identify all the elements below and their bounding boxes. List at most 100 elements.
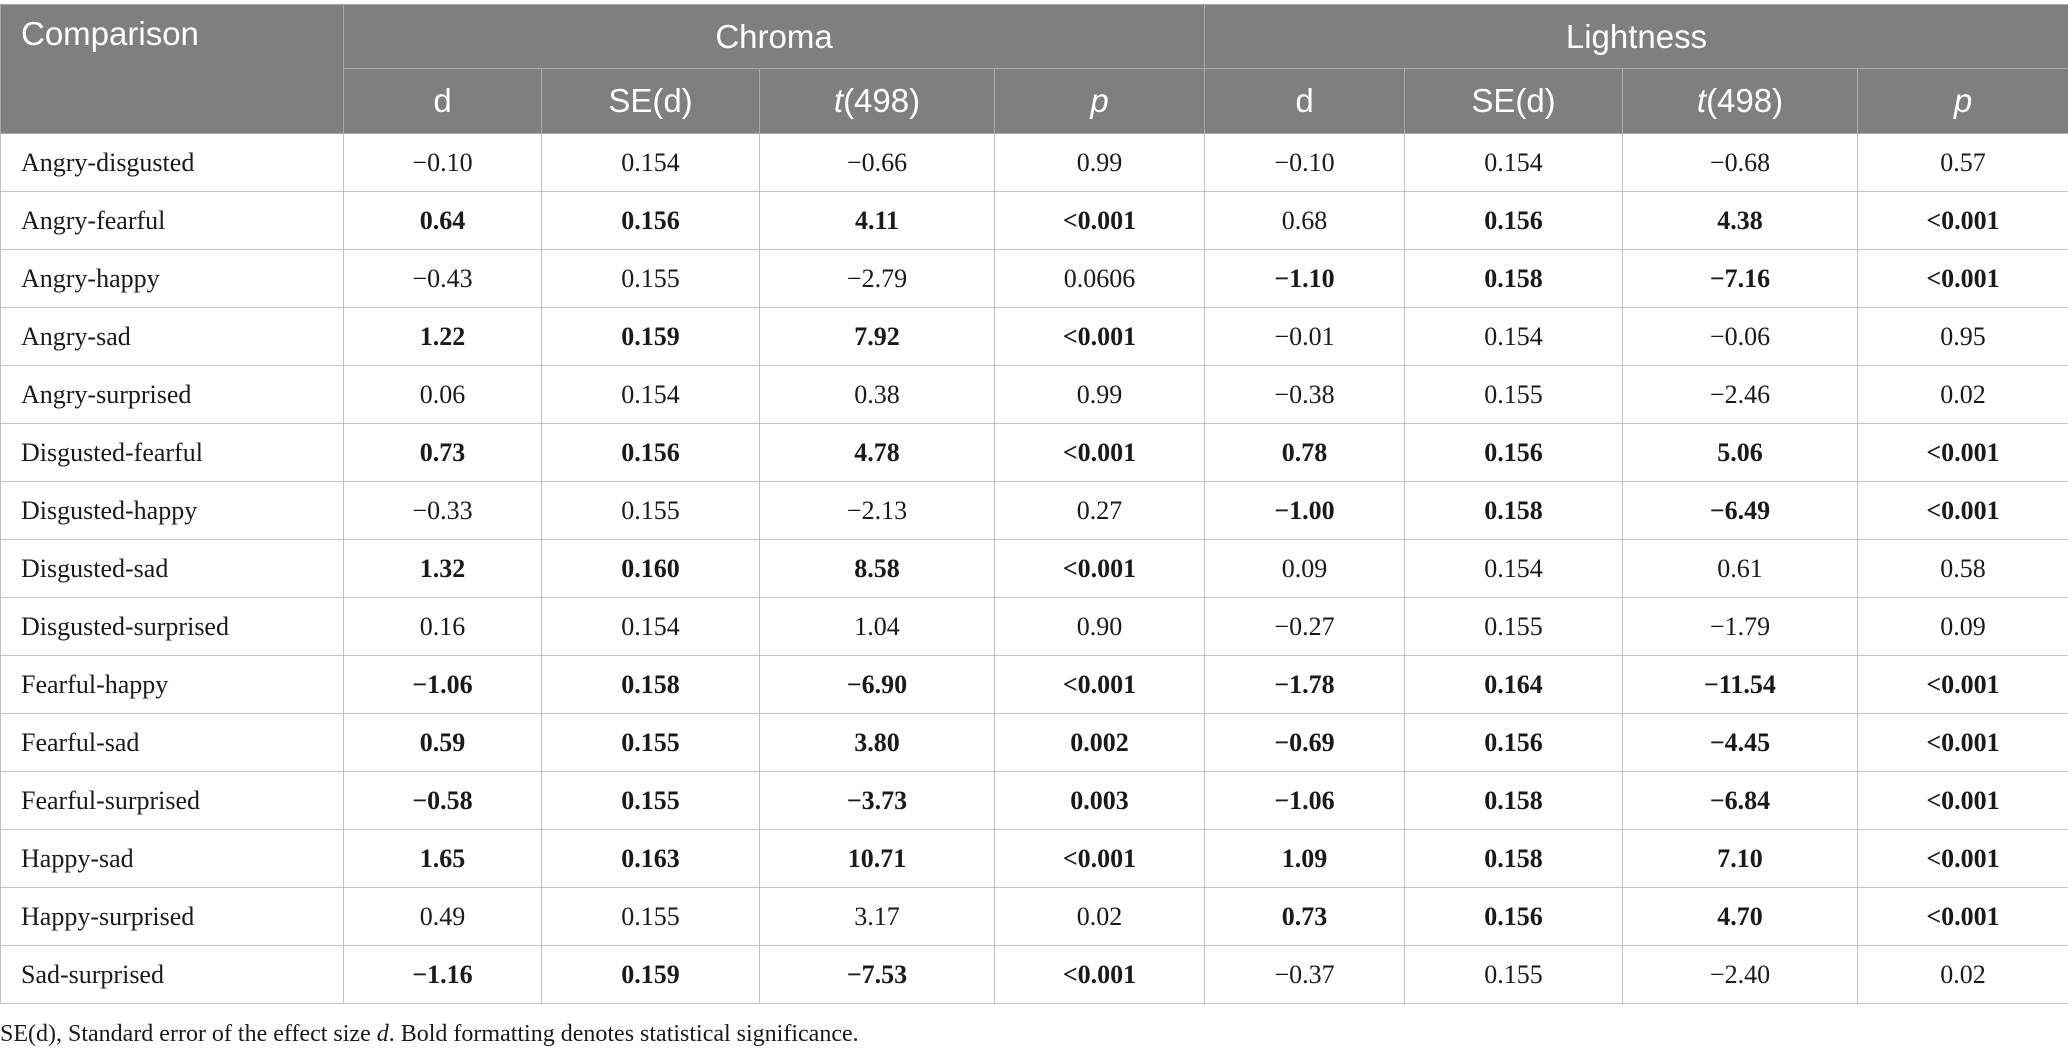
chroma-d-cell: −1.06 — [343, 655, 542, 714]
chroma-t-cell: 3.80 — [759, 713, 995, 772]
chroma-d-cell: 0.59 — [343, 713, 542, 772]
chroma-d-cell: −0.10 — [343, 133, 542, 192]
header-comparison: Comparison — [0, 4, 344, 134]
chroma-se-cell: 0.154 — [541, 597, 760, 656]
comparison-label: Fearful-sad — [0, 713, 344, 772]
table-row: Angry-happy −0.43 0.155 −2.79 0.0606 −1.10 0.1… — [0, 249, 2068, 308]
lightness-t-cell: −11.54 — [1622, 655, 1858, 714]
lightness-p-cell: <0.001 — [1856, 481, 2068, 540]
chroma-p-cell: 0.99 — [994, 365, 1205, 424]
chroma-p-cell: 0.99 — [994, 133, 1205, 192]
chroma-se-cell: 0.154 — [541, 365, 760, 424]
lightness-p-cell: 0.09 — [1856, 597, 2068, 656]
chroma-t-cell: −0.66 — [759, 133, 995, 192]
lightness-p-cell: <0.001 — [1856, 655, 2068, 714]
lightness-t-cell: −4.45 — [1622, 713, 1858, 772]
chroma-p-cell: <0.001 — [994, 655, 1205, 714]
chroma-se-cell: 0.159 — [541, 945, 760, 1004]
chroma-d-cell: −0.33 — [343, 481, 542, 540]
chroma-t-cell: 7.92 — [759, 307, 995, 366]
chroma-se-cell: 0.155 — [541, 481, 760, 540]
comparison-label: Angry-happy — [0, 249, 344, 308]
lightness-se-cell: 0.164 — [1404, 655, 1623, 714]
comparison-label: Happy-sad — [0, 829, 344, 888]
lightness-t-cell: −6.84 — [1622, 771, 1858, 830]
chroma-p-cell: <0.001 — [994, 191, 1205, 250]
table-row: Disgusted-fearful 0.73 0.156 4.78 <0.001 0.78… — [0, 423, 2068, 482]
comparison-label: Angry-disgusted — [0, 133, 344, 192]
lightness-d-cell: −1.06 — [1204, 771, 1405, 830]
table-row: Happy-surprised 0.49 0.155 3.17 0.02 0.73 0.15… — [0, 887, 2068, 946]
lightness-se-cell: 0.158 — [1404, 771, 1623, 830]
chroma-p-cell: <0.001 — [994, 307, 1205, 366]
table-row: Sad-surprised −1.16 0.159 −7.53 <0.001 −0.37 0… — [0, 945, 2068, 1004]
comparison-label: Angry-sad — [0, 307, 344, 366]
comparison-label: Sad-surprised — [0, 945, 344, 1004]
table-header: Comparison Chroma Lightness d SE(d) t(49… — [0, 4, 2068, 134]
chroma-se-cell: 0.155 — [541, 713, 760, 772]
chroma-t-cell: 1.04 — [759, 597, 995, 656]
lightness-se-cell: 0.156 — [1404, 887, 1623, 946]
lightness-d-cell: 0.78 — [1204, 423, 1405, 482]
header-chroma-t-df: (498) — [843, 82, 921, 119]
comparison-label: Fearful-happy — [0, 655, 344, 714]
lightness-p-cell: <0.001 — [1856, 191, 2068, 250]
lightness-se-cell: 0.155 — [1404, 365, 1623, 424]
lightness-p-cell: <0.001 — [1856, 829, 2068, 888]
lightness-p-cell: 0.02 — [1856, 945, 2068, 1004]
table-row: Angry-sad 1.22 0.159 7.92 <0.001 −0.01 0.154 −0… — [0, 307, 2068, 366]
chroma-t-cell: −3.73 — [759, 771, 995, 830]
chroma-p-cell: 0.0606 — [994, 249, 1205, 308]
lightness-t-cell: 4.38 — [1622, 191, 1858, 250]
comparison-label: Disgusted-surprised — [0, 597, 344, 656]
lightness-d-cell: 0.68 — [1204, 191, 1405, 250]
lightness-p-cell: <0.001 — [1856, 423, 2068, 482]
chroma-t-cell: 4.11 — [759, 191, 995, 250]
chroma-p-cell: 0.90 — [994, 597, 1205, 656]
table-row: Angry-fearful 0.64 0.156 4.11 <0.001 0.68 0.15… — [0, 191, 2068, 250]
chroma-se-cell: 0.155 — [541, 249, 760, 308]
chroma-d-cell: 1.32 — [343, 539, 542, 598]
lightness-d-cell: −0.27 — [1204, 597, 1405, 656]
table-row: Disgusted-surprised 0.16 0.154 1.04 0.90 −0.2… — [0, 597, 2068, 656]
chroma-d-cell: 1.65 — [343, 829, 542, 888]
lightness-d-cell: −0.01 — [1204, 307, 1405, 366]
lightness-d-cell: −0.10 — [1204, 133, 1405, 192]
chroma-p-cell: <0.001 — [994, 829, 1205, 888]
header-lightness-d: d — [1204, 68, 1405, 134]
header-lightness-se: SE(d) — [1404, 68, 1623, 134]
header-lightness-t-df: (498) — [1706, 82, 1784, 119]
chroma-se-cell: 0.156 — [541, 191, 760, 250]
lightness-t-cell: −2.40 — [1622, 945, 1858, 1004]
chroma-se-cell: 0.155 — [541, 771, 760, 830]
lightness-se-cell: 0.156 — [1404, 713, 1623, 772]
lightness-se-cell: 0.154 — [1404, 307, 1623, 366]
lightness-t-cell: −2.46 — [1622, 365, 1858, 424]
footnote-text-start: SE(d), Standard error of the effect size — [0, 1021, 377, 1047]
comparison-label: Fearful-surprised — [0, 771, 344, 830]
comparison-label: Happy-surprised — [0, 887, 344, 946]
lightness-p-cell: 0.58 — [1856, 539, 2068, 598]
lightness-t-cell: −6.49 — [1622, 481, 1858, 540]
lightness-p-cell: <0.001 — [1856, 887, 2068, 946]
table-row: Disgusted-sad 1.32 0.160 8.58 <0.001 0.09 0.15… — [0, 539, 2068, 598]
chroma-d-cell: −0.43 — [343, 249, 542, 308]
chroma-p-cell: 0.003 — [994, 771, 1205, 830]
lightness-se-cell: 0.155 — [1404, 945, 1623, 1004]
chroma-t-cell: −6.90 — [759, 655, 995, 714]
chroma-t-cell: −7.53 — [759, 945, 995, 1004]
lightness-se-cell: 0.154 — [1404, 539, 1623, 598]
chroma-t-cell: 3.17 — [759, 887, 995, 946]
chroma-t-cell: −2.79 — [759, 249, 995, 308]
table-row: Happy-sad 1.65 0.163 10.71 <0.001 1.09 0.158 7.… — [0, 829, 2068, 888]
lightness-se-cell: 0.156 — [1404, 191, 1623, 250]
lightness-t-cell: 7.10 — [1622, 829, 1858, 888]
table-footnote: SE(d), Standard error of the effect size… — [0, 1021, 859, 1048]
lightness-d-cell: −0.38 — [1204, 365, 1405, 424]
lightness-se-cell: 0.154 — [1404, 133, 1623, 192]
chroma-se-cell: 0.159 — [541, 307, 760, 366]
chroma-p-cell: <0.001 — [994, 945, 1205, 1004]
chroma-d-cell: 0.64 — [343, 191, 542, 250]
lightness-se-cell: 0.158 — [1404, 829, 1623, 888]
lightness-d-cell: 0.09 — [1204, 539, 1405, 598]
